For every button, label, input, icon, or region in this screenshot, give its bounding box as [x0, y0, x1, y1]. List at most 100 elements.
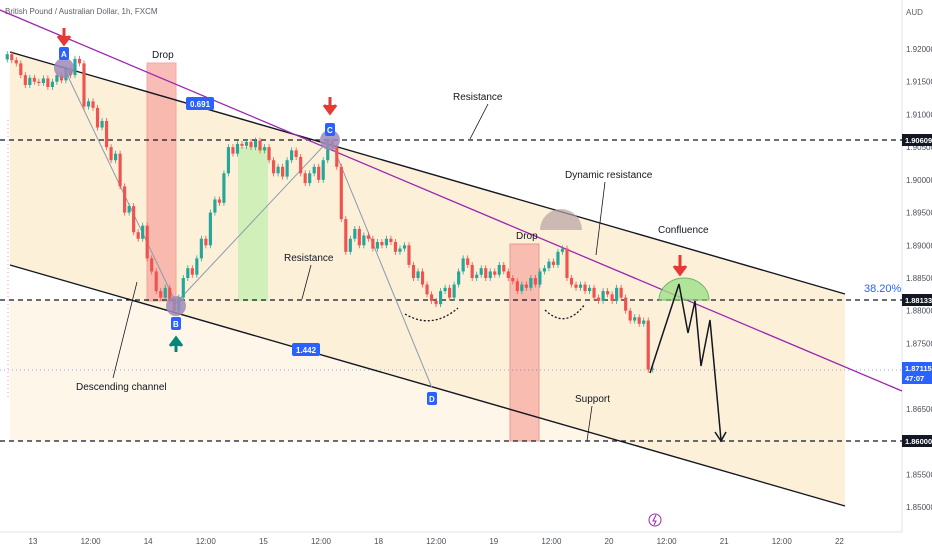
candle-body [114, 153, 118, 161]
candle-body [249, 141, 253, 148]
candle-body [493, 271, 497, 275]
candle-body [619, 287, 623, 298]
time-tick-label: 13 [29, 537, 38, 546]
candle-body [23, 75, 27, 85]
currency-label: AUD [906, 8, 923, 17]
candle-body [529, 278, 533, 288]
candle-body [168, 287, 172, 301]
candle-body [484, 268, 488, 278]
time-axis[interactable]: 13 12:00 14 12:00 15 12:00 18 12:00 19 12:00 20 12:… [29, 537, 845, 546]
candle-body [429, 294, 434, 301]
candle-body [317, 166, 321, 180]
candle-body [37, 81, 41, 84]
candle-body [104, 120, 109, 148]
candle-body [416, 271, 420, 278]
candle-body [190, 268, 194, 275]
ratio-tag-1: 0.691 [190, 100, 211, 109]
price-tick-label: 1.86500 [906, 405, 932, 414]
candle-body [646, 320, 650, 370]
candle-body [461, 258, 465, 272]
candle-body [542, 268, 546, 272]
candle-body [32, 77, 36, 82]
event-lightning-icon[interactable] [648, 513, 662, 527]
resistance-top-label: Resistance [453, 92, 503, 103]
drop-label-2: Drop [516, 231, 538, 242]
candle-body [50, 81, 54, 87]
price-label-mid: 1.88133 [905, 296, 932, 305]
candle-body [95, 107, 100, 128]
sell-arrow-a [56, 28, 72, 47]
candle-body [344, 219, 348, 252]
candle-body [578, 284, 583, 288]
candle-body [587, 287, 592, 292]
price-label-mid-bg [902, 294, 932, 306]
candle-body [357, 228, 361, 246]
point-a-tag-bg [59, 47, 69, 60]
price-tick-label: 1.90000 [906, 176, 932, 185]
candle-body [321, 160, 325, 180]
candle-body [312, 166, 316, 174]
channel-upper-line [9, 51, 846, 295]
candle-body [163, 287, 167, 298]
time-tick-label: 21 [720, 537, 729, 546]
candle-body [470, 264, 474, 278]
candle-body [515, 281, 519, 292]
candle-body [59, 75, 64, 81]
candle-body [55, 75, 59, 82]
time-tick-label: 12:00 [657, 537, 678, 546]
candle-body [380, 242, 384, 246]
candle-body [502, 264, 506, 272]
candle-body [204, 238, 208, 246]
candle-body [393, 242, 398, 252]
candle-body [208, 212, 212, 246]
candle-body [375, 242, 379, 249]
price-tick-label: 1.91000 [906, 110, 932, 119]
countdown-label: 47:07 [905, 374, 924, 383]
price-tick-label: 1.89000 [906, 241, 932, 250]
candle-body [217, 199, 221, 203]
candle-body [5, 54, 9, 60]
candle-body [362, 235, 366, 246]
projection-arrowhead [714, 431, 727, 443]
time-tick-label: 12:00 [81, 537, 102, 546]
point-b-circle [166, 296, 186, 316]
candle-body [199, 238, 203, 259]
candle-body [226, 147, 231, 174]
time-tick-label: 12:00 [541, 537, 562, 546]
price-label-current: 1.87115 [905, 364, 932, 373]
candle-body [73, 58, 77, 76]
price-tick-label: 1.91500 [906, 78, 932, 87]
resistance-mid-leader [301, 264, 312, 300]
candle-body [497, 264, 501, 275]
price-label-current-bg [902, 362, 932, 384]
candle-body [389, 238, 393, 243]
symbol-header[interactable]: British Pound / Australian Dollar, 1h, F… [5, 7, 158, 16]
support-zone-fill [10, 300, 845, 441]
rally-box [238, 147, 268, 301]
candle-body [448, 287, 452, 298]
candle-body [601, 291, 605, 301]
candle-body [118, 153, 122, 187]
candle-body [231, 147, 235, 154]
candle-body [253, 140, 258, 148]
candle-body [19, 63, 23, 76]
candle-body [475, 274, 479, 278]
time-tick-label: 20 [605, 537, 614, 546]
time-tick-label: 14 [144, 537, 153, 546]
candle-body [82, 63, 86, 107]
candle-body [551, 261, 556, 265]
candle-body [596, 297, 601, 301]
fib-level-label: 38.20% [864, 283, 902, 295]
candle-body [213, 199, 217, 213]
candle-body [222, 173, 226, 203]
price-label-support-bg [902, 435, 932, 447]
candle-body [281, 166, 285, 177]
support-leader [586, 405, 593, 442]
neckline-curve-1 [404, 307, 459, 322]
candle-body [267, 147, 271, 161]
candle-body [506, 271, 510, 278]
candle-body [569, 278, 574, 285]
candle-body [285, 160, 289, 177]
price-label-support: 1.86000 [905, 437, 932, 446]
